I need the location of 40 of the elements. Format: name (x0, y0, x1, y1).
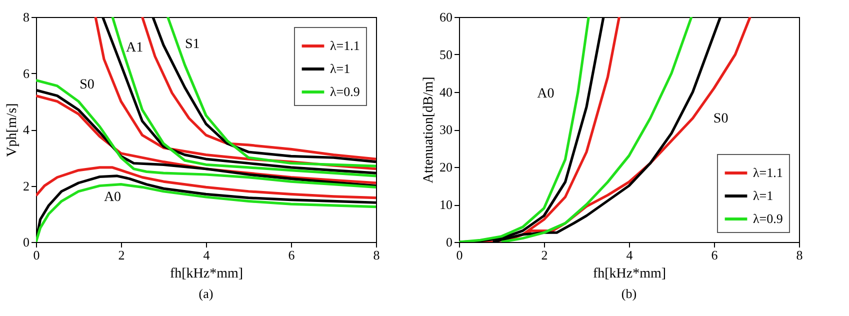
x-tick-label: 2 (541, 248, 548, 262)
annotation: A1 (126, 40, 144, 56)
y-tick-label: 6 (23, 66, 30, 81)
annotation: S1 (185, 37, 200, 52)
y-tick-label: 4 (23, 122, 30, 137)
annotation: A0 (537, 86, 554, 102)
y-axis-title: Attenuation[dB/m] (422, 76, 436, 184)
x-axis-title: fh[kHz*mm] (592, 266, 666, 282)
text: (a) (198, 286, 214, 301)
y-axis-title: Vph[m/s] (5, 103, 20, 157)
y-tick-label: 8 (23, 10, 30, 24)
x-axis-title: fh[kHz*mm] (170, 266, 244, 282)
y-tick-label: 40 (440, 84, 452, 100)
y-tick-label: 50 (440, 47, 452, 62)
y-tick-label: 2 (23, 178, 30, 194)
x-tick-label: 8 (373, 248, 380, 262)
x-tick-label: 6 (711, 248, 718, 262)
annotation: S0 (80, 78, 94, 92)
x-tick-label: 4 (203, 248, 210, 262)
y-tick-label: 60 (440, 10, 452, 24)
legend-label: λ=0.9 (753, 211, 783, 226)
annotation: A0 (104, 190, 122, 205)
x-tick-label: 2 (118, 248, 125, 262)
y-tick-label: 30 (440, 122, 452, 137)
y-tick-label: 0 (446, 234, 452, 250)
x-tick-label: 8 (796, 248, 803, 262)
text: (b) (621, 286, 637, 301)
legend-label: λ=1.1 (330, 38, 360, 53)
x-tick-label: 4 (626, 248, 634, 262)
legend-label: λ=1 (330, 61, 350, 76)
x-tick-label: 0 (456, 248, 463, 262)
legend-label: λ=1.1 (753, 165, 783, 180)
x-tick-label: 6 (288, 248, 296, 262)
x-tick-label: 0 (33, 248, 40, 262)
annotation: S0 (713, 111, 728, 126)
y-tick-label: 0 (23, 234, 30, 250)
y-tick-label: 10 (440, 197, 452, 212)
y-tick-label: 20 (440, 160, 452, 174)
legend-label: λ=0.9 (330, 84, 360, 99)
legend-label: λ=1 (753, 188, 774, 203)
